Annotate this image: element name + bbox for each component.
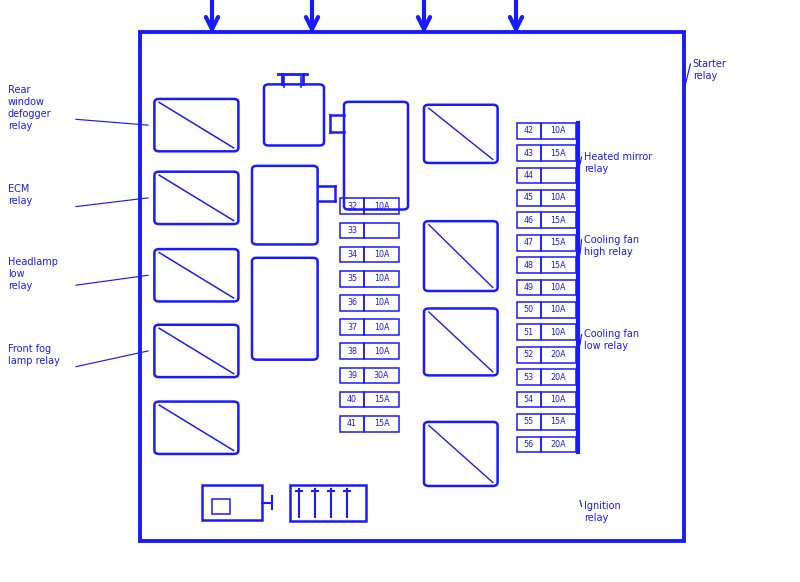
Text: 30A: 30A	[374, 371, 390, 380]
Text: 49: 49	[524, 283, 534, 292]
Text: Rear
window
defogger
relay: Rear window defogger relay	[8, 84, 52, 131]
Text: 40: 40	[347, 395, 357, 404]
Text: 10A: 10A	[550, 126, 566, 135]
Text: 35: 35	[347, 274, 357, 283]
Text: 52: 52	[524, 350, 534, 359]
Text: 39: 39	[347, 371, 357, 380]
Text: 56: 56	[524, 440, 534, 449]
Text: 15A: 15A	[550, 238, 566, 247]
Text: 10A: 10A	[374, 250, 390, 259]
Text: 51: 51	[524, 328, 534, 337]
FancyBboxPatch shape	[154, 325, 238, 377]
FancyBboxPatch shape	[154, 99, 238, 151]
Text: 10A: 10A	[550, 283, 566, 292]
Text: 15A: 15A	[374, 395, 390, 404]
Text: 36: 36	[347, 299, 357, 307]
Text: 33: 33	[347, 226, 357, 235]
Text: Starter
relay: Starter relay	[693, 59, 726, 81]
Text: 10A: 10A	[550, 193, 566, 203]
Text: 53: 53	[524, 372, 534, 382]
Text: 15A: 15A	[550, 148, 566, 158]
Text: ECM
relay: ECM relay	[8, 184, 32, 206]
Text: 10A: 10A	[374, 299, 390, 307]
Text: 10A: 10A	[550, 306, 566, 314]
Text: 20A: 20A	[550, 440, 566, 449]
Text: 41: 41	[347, 419, 357, 428]
Text: 10A: 10A	[374, 322, 390, 332]
FancyBboxPatch shape	[424, 308, 498, 375]
Text: 42: 42	[524, 126, 534, 135]
Text: 54: 54	[524, 395, 534, 404]
Text: 10A: 10A	[374, 347, 390, 356]
FancyBboxPatch shape	[424, 221, 498, 291]
Text: Front fog
lamp relay: Front fog lamp relay	[8, 344, 60, 366]
Text: 32: 32	[347, 202, 357, 211]
Text: 15A: 15A	[550, 216, 566, 225]
Text: 10A: 10A	[374, 202, 390, 211]
Text: 10A: 10A	[550, 328, 566, 337]
FancyBboxPatch shape	[344, 102, 408, 210]
Text: 37: 37	[347, 322, 357, 332]
Text: 20A: 20A	[550, 372, 566, 382]
Text: 10A: 10A	[550, 395, 566, 404]
Text: 55: 55	[524, 417, 534, 427]
Text: 20A: 20A	[550, 350, 566, 359]
FancyBboxPatch shape	[154, 402, 238, 454]
Text: 45: 45	[524, 193, 534, 203]
FancyBboxPatch shape	[154, 249, 238, 301]
Text: 15A: 15A	[550, 417, 566, 427]
FancyBboxPatch shape	[252, 166, 318, 244]
Text: Heated mirror
relay: Heated mirror relay	[584, 152, 652, 174]
Text: 34: 34	[347, 250, 357, 259]
FancyBboxPatch shape	[252, 258, 318, 360]
FancyBboxPatch shape	[264, 84, 324, 146]
Text: 44: 44	[524, 171, 534, 180]
Text: 15A: 15A	[550, 261, 566, 269]
Text: 43: 43	[524, 148, 534, 158]
Text: Cooling fan
high relay: Cooling fan high relay	[584, 235, 639, 257]
Text: 47: 47	[524, 238, 534, 247]
Text: 10A: 10A	[374, 274, 390, 283]
FancyBboxPatch shape	[424, 422, 498, 486]
FancyBboxPatch shape	[154, 172, 238, 224]
Text: 38: 38	[347, 347, 357, 356]
Text: 15A: 15A	[374, 419, 390, 428]
Text: 50: 50	[524, 306, 534, 314]
Text: 46: 46	[524, 216, 534, 225]
Text: 48: 48	[524, 261, 534, 269]
Text: Ignition
relay: Ignition relay	[584, 501, 621, 523]
Text: Headlamp
low
relay: Headlamp low relay	[8, 257, 58, 290]
FancyBboxPatch shape	[424, 105, 498, 163]
Text: Cooling fan
low relay: Cooling fan low relay	[584, 329, 639, 352]
